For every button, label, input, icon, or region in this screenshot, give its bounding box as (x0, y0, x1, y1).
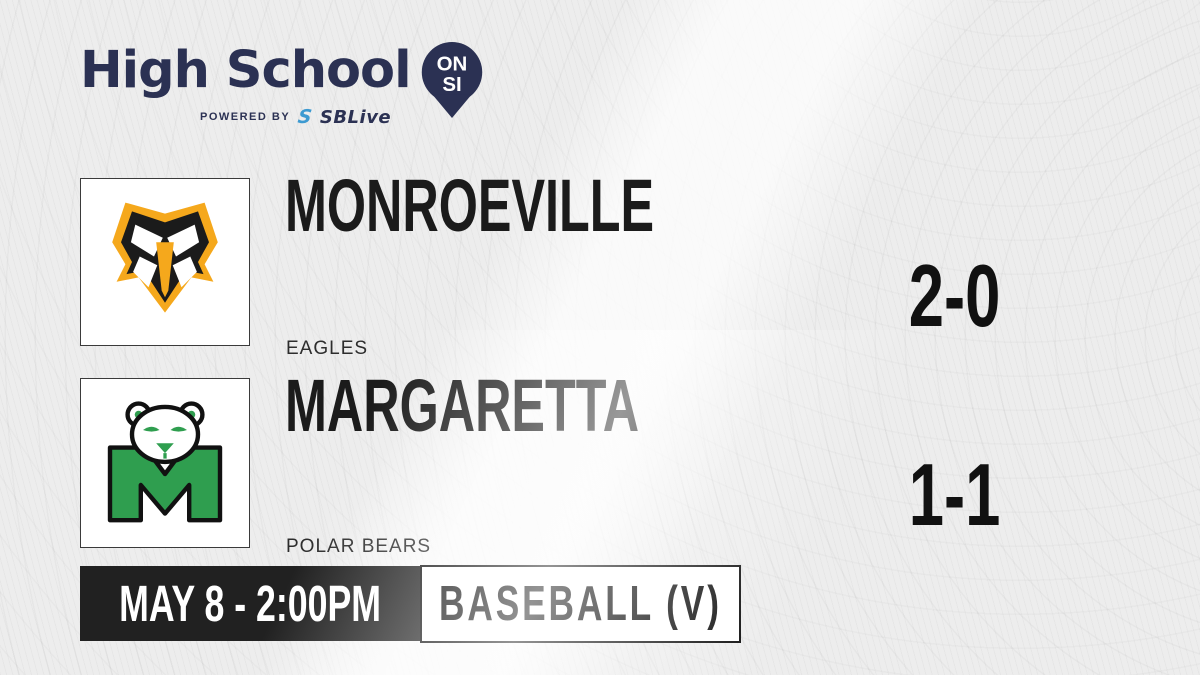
powered-by-label: POWERED BY (200, 111, 291, 123)
team2-name: MARGARETTA (285, 364, 640, 447)
svg-text:ON: ON (436, 52, 467, 75)
svg-text:SI: SI (442, 73, 461, 96)
team2-record: 1-1 (909, 445, 1001, 544)
team2-mascot: POLAR BEARS (286, 536, 432, 557)
team2-logo-box (80, 378, 250, 548)
sport-box: BASEBALL (V) (420, 565, 741, 643)
eagle-mascot-icon (112, 202, 218, 313)
bear-head (125, 401, 205, 465)
sblive-s-icon: S (296, 106, 314, 128)
team1-logo-box (80, 178, 250, 346)
team1-mascot: EAGLES (286, 338, 369, 359)
sblive-wordmark: SBLive (319, 106, 392, 128)
game-datetime: MAY 8 - 2:00PM (119, 575, 381, 632)
team1-name: MONROEVILLE (285, 164, 655, 247)
on-si-pin-icon: ON SI (421, 42, 482, 119)
team1-record: 2-0 (909, 246, 1001, 345)
game-datetime-box: MAY 8 - 2:00PM (80, 566, 420, 641)
high-school-wordmark: High School (80, 41, 412, 100)
polar-bear-m-icon (107, 401, 223, 523)
header: High School ON SI (80, 40, 483, 120)
powered-by-row: POWERED BY S SBLive (200, 106, 391, 128)
sport-label: BASEBALL (V) (439, 576, 722, 631)
